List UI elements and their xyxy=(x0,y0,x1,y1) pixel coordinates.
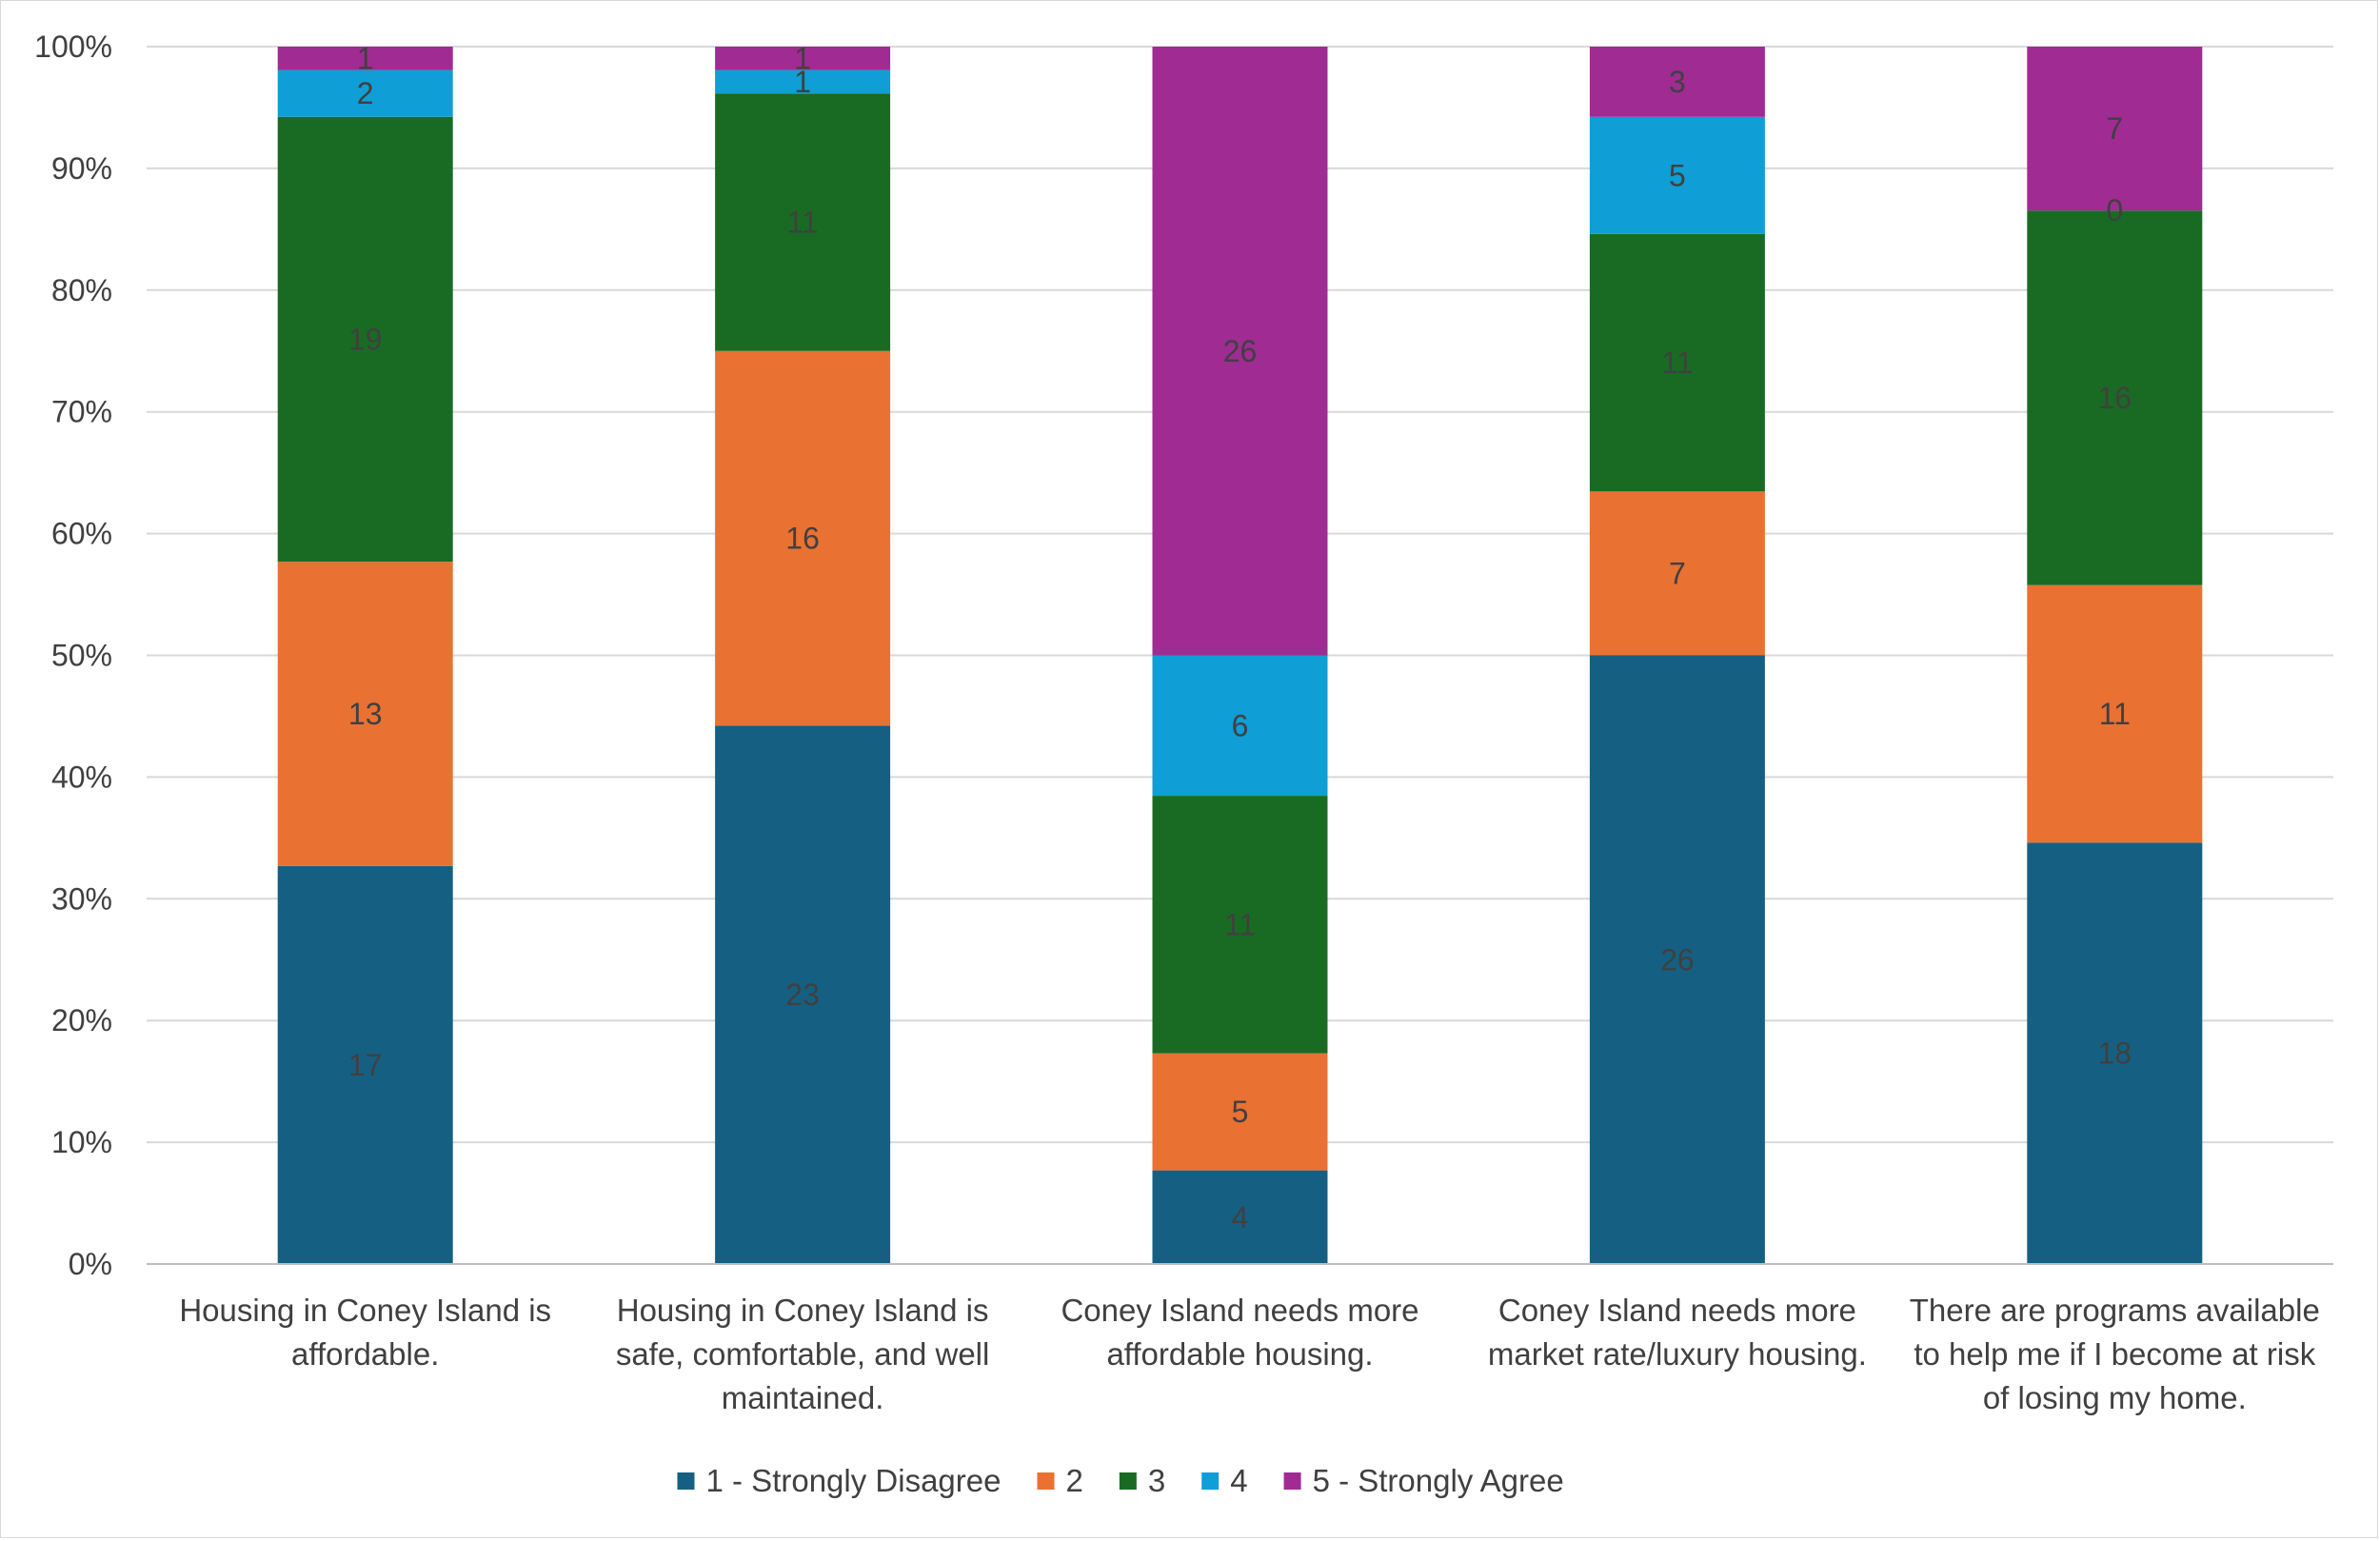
bar-segment xyxy=(715,69,891,94)
y-tick-label: 40% xyxy=(51,760,112,794)
data-label: 11 xyxy=(1661,346,1693,380)
category-label: Housing in Coney Island is xyxy=(617,1293,989,1328)
data-label: 3 xyxy=(1669,65,1686,99)
category-label: safe, comfortable, and well xyxy=(616,1336,990,1372)
legend-label: 2 xyxy=(1065,1463,1082,1498)
legend-swatch xyxy=(677,1472,695,1490)
bar-segment xyxy=(715,725,891,1264)
data-label: 5 xyxy=(1669,158,1686,192)
y-tick-label: 0% xyxy=(69,1247,112,1281)
data-label: 11 xyxy=(1224,907,1256,941)
bar-segment xyxy=(277,865,453,1264)
category-label: to help me if I become at risk xyxy=(1914,1336,2315,1372)
bar-segment xyxy=(715,350,891,726)
bar-segment xyxy=(715,47,891,70)
category-label: of losing my home. xyxy=(1983,1380,2247,1415)
bar-segment xyxy=(1152,1170,1328,1264)
bars xyxy=(277,47,2203,1264)
data-label: 7 xyxy=(2106,111,2123,146)
data-label: 1 xyxy=(357,41,374,75)
data-label: 18 xyxy=(2098,1037,2132,1071)
legend: 1 - Strongly Disagree 2 3 4 5 - Strongly Agr… xyxy=(677,1463,1564,1498)
y-tick-label: 70% xyxy=(51,395,112,429)
data-label: 11 xyxy=(2099,697,2131,731)
data-label: 5 xyxy=(1232,1095,1249,1129)
data-label: 2 xyxy=(357,76,374,110)
bar-segment xyxy=(277,562,453,866)
data-label: 4 xyxy=(1232,1200,1249,1235)
data-label: 1 xyxy=(794,65,811,99)
data-label: 7 xyxy=(1669,556,1686,590)
y-tick-label: 20% xyxy=(51,1003,112,1037)
bar-segment xyxy=(2027,584,2203,843)
bar-segment xyxy=(1589,655,1765,1264)
data-label: 1 xyxy=(794,41,811,75)
legend-label: 5 - Strongly Agree xyxy=(1313,1463,1564,1498)
bar-segment xyxy=(1589,491,1765,656)
y-axis-ticks: 0% 10% 20% 30% 40% 50% 60% 70% 80% 90% 100% xyxy=(34,30,112,1281)
data-label: 6 xyxy=(1232,708,1249,742)
category-label: affordable housing. xyxy=(1106,1336,1373,1372)
y-tick-label: 30% xyxy=(51,881,112,916)
category-labels: Housing in Coney Island is affordable. Hou… xyxy=(179,1293,2319,1415)
category-label: There are programs available xyxy=(1910,1293,2320,1328)
bar-segment xyxy=(277,69,453,117)
category-label: Housing in Coney Island is xyxy=(179,1293,551,1328)
category-label: affordable. xyxy=(291,1336,439,1372)
data-label: 23 xyxy=(785,978,820,1012)
legend-swatch xyxy=(1119,1472,1137,1490)
data-label: 0 xyxy=(2106,193,2123,227)
y-tick-label: 10% xyxy=(51,1125,112,1159)
data-label: 16 xyxy=(2098,381,2132,415)
bar-segment xyxy=(1152,796,1328,1054)
category-label: maintained. xyxy=(722,1380,884,1415)
legend-swatch xyxy=(1283,1472,1301,1490)
legend-label: 3 xyxy=(1148,1463,1165,1498)
bar-segment xyxy=(715,93,891,351)
y-tick-label: 60% xyxy=(51,517,112,551)
bar-segment xyxy=(2027,842,2203,1264)
legend-label: 4 xyxy=(1230,1463,1247,1498)
data-label: 11 xyxy=(786,205,818,239)
data-label: 26 xyxy=(1223,334,1258,368)
y-tick-label: 80% xyxy=(51,273,112,307)
legend-label: 1 - Strongly Disagree xyxy=(706,1463,1002,1498)
bar-segment xyxy=(1589,116,1765,234)
bar-segment xyxy=(1589,47,1765,117)
data-label: 13 xyxy=(348,697,383,731)
bar-segment xyxy=(277,47,453,70)
bar-segment xyxy=(1589,233,1765,492)
y-tick-label: 100% xyxy=(34,30,112,64)
data-label: 17 xyxy=(348,1048,383,1082)
bar-segment xyxy=(2027,210,2203,585)
category-label: Coney Island needs more xyxy=(1061,1293,1418,1328)
data-label: 16 xyxy=(785,522,820,556)
category-label: Coney Island needs more xyxy=(1498,1293,1856,1328)
legend-swatch xyxy=(1037,1472,1055,1490)
y-tick-label: 50% xyxy=(51,639,112,673)
bar-segment xyxy=(1152,1053,1328,1171)
legend-swatch xyxy=(1201,1472,1220,1490)
bar-segment xyxy=(277,116,453,563)
data-label: 19 xyxy=(348,322,383,356)
bar-segment xyxy=(1152,655,1328,797)
category-label: market rate/luxury housing. xyxy=(1488,1336,1867,1372)
y-tick-label: 90% xyxy=(51,151,112,186)
bar-segment xyxy=(2027,47,2203,211)
data-label: 26 xyxy=(1660,942,1695,977)
bar-segment xyxy=(1152,47,1328,656)
